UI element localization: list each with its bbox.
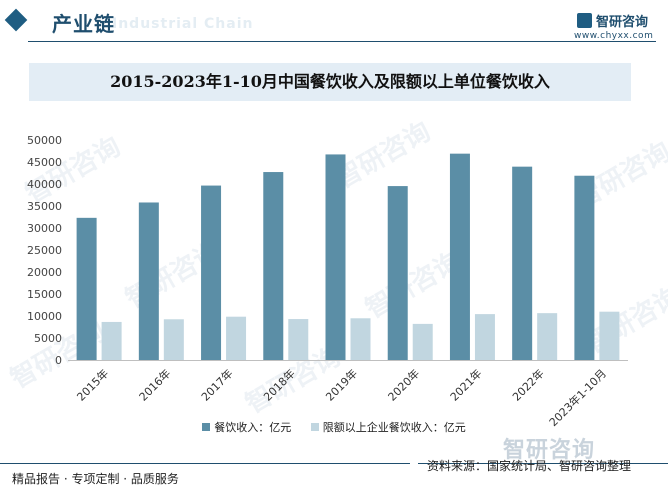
x-tick-label: 2019年 xyxy=(323,366,360,403)
bar-series-2-6 xyxy=(474,314,495,360)
bar-series-1-4 xyxy=(325,154,346,360)
legend-label-series-1: 餐饮收入：亿元 xyxy=(214,421,292,434)
section-title: 产业链 xyxy=(52,12,115,36)
x-tick-label: 2020年 xyxy=(385,366,422,403)
bar-series-2-7 xyxy=(537,313,558,360)
y-tick-label: 40000 xyxy=(27,178,62,191)
legend-swatch-series-1 xyxy=(202,423,211,431)
footer-divider-left xyxy=(0,463,410,464)
brand-name: 智研咨询 xyxy=(596,15,649,30)
legend-item-series-1: 餐饮收入：亿元 xyxy=(202,419,291,435)
bar-series-1-5 xyxy=(387,186,408,360)
bar-series-2-8 xyxy=(599,311,620,360)
legend-item-series-2: 限额以上企业餐饮收入：亿元 xyxy=(310,419,466,435)
bar-series-2-3 xyxy=(288,319,309,360)
y-tick-label: 30000 xyxy=(27,222,62,235)
x-tick-label: 2015年 xyxy=(74,366,111,403)
bar-series-2-2 xyxy=(226,316,247,360)
chart-title-box xyxy=(29,63,631,101)
bar-series-2-0 xyxy=(101,321,122,360)
y-tick-label: 35000 xyxy=(27,200,62,213)
bar-series-1-8 xyxy=(574,175,595,360)
footer-divider-right xyxy=(418,463,668,464)
x-tick-label: 2017年 xyxy=(198,366,235,403)
y-tick-label: 50000 xyxy=(27,134,62,147)
y-tick-label: 20000 xyxy=(27,266,62,279)
y-tick-label: 45000 xyxy=(27,156,62,169)
y-tick-label: 25000 xyxy=(27,244,62,257)
chart-legend: 餐饮收入：亿元 限额以上企业餐饮收入：亿元 xyxy=(0,419,668,435)
y-tick-label: 15000 xyxy=(27,288,62,301)
footer-brand-watermark: 智研咨询 xyxy=(503,438,596,463)
bar-series-1-7 xyxy=(512,166,533,360)
header-divider xyxy=(28,41,656,42)
bar-series-2-4 xyxy=(350,318,371,360)
x-tick-label: 2016年 xyxy=(136,366,173,403)
y-tick-label: 0 xyxy=(55,354,62,367)
brand-logo-icon xyxy=(577,13,592,28)
bar-series-1-3 xyxy=(263,172,284,360)
section-watermark: Industrial Chain xyxy=(112,16,254,32)
bar-series-1-6 xyxy=(449,153,470,360)
x-tick-label: 2022年 xyxy=(509,366,546,403)
chart-title: 2015-2023年1-10月中国餐饮收入及限额以上单位餐饮收入 xyxy=(110,72,550,91)
y-tick-label: 5000 xyxy=(34,332,62,345)
y-tick-label: 10000 xyxy=(27,310,62,323)
legend-swatch-series-2 xyxy=(310,423,319,431)
bar-series-1-0 xyxy=(76,217,97,360)
bar-series-1-2 xyxy=(201,185,222,360)
x-tick-label: 2021年 xyxy=(447,366,484,403)
footer-slogan: 精品报告 · 专项定制 · 品质服务 xyxy=(12,472,179,486)
bar-series-1-1 xyxy=(138,202,159,360)
x-tick-label: 2018年 xyxy=(260,366,297,403)
brand-url: www.chyxx.com xyxy=(574,31,654,41)
bar-series-2-1 xyxy=(163,319,184,360)
data-source: 资料来源：国家统计局、智研咨询整理 xyxy=(427,459,632,473)
bar-series-2-5 xyxy=(412,323,433,360)
legend-label-series-2: 限额以上企业餐饮收入：亿元 xyxy=(322,421,466,434)
